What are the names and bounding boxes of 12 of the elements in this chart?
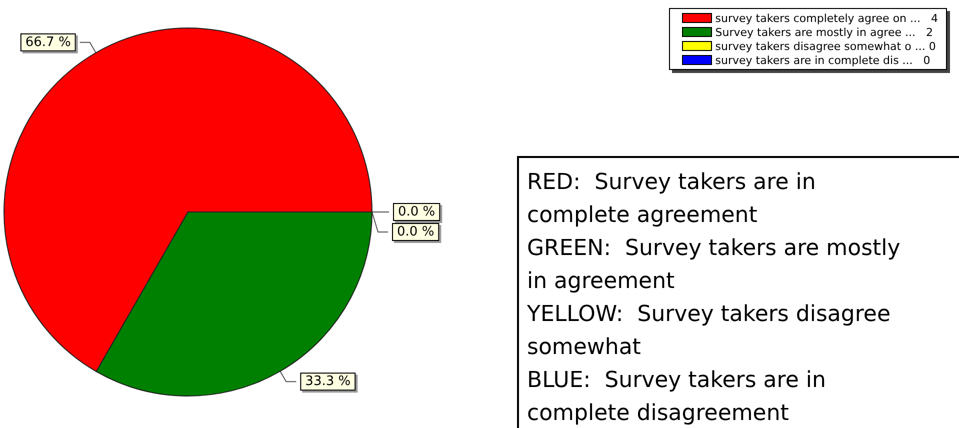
legend-label: survey takers are in complete dis ... 0: [715, 54, 930, 66]
text: GREEN: Survey takers are mostly in agreement: [527, 235, 902, 296]
legend-label: survey takers disagree somewhat o ... 0: [715, 40, 936, 52]
text: BLUE: Survey takers are in complete disagreement: [527, 367, 827, 428]
data-label: 33.3 %: [305, 374, 351, 390]
text: 0.0 %: [397, 224, 434, 240]
text: YELLOW: Survey takers disagree somewhat: [527, 301, 892, 362]
legend-label: Survey takers are mostly in agree ... 2: [715, 26, 933, 38]
legend-label: survey takers completely agree on ... 4: [715, 12, 938, 24]
text: RED: Survey takers are in complete agreement: [527, 169, 817, 230]
text: 0.0 %: [398, 204, 436, 220]
data-label: 66.7 %: [25, 34, 71, 50]
